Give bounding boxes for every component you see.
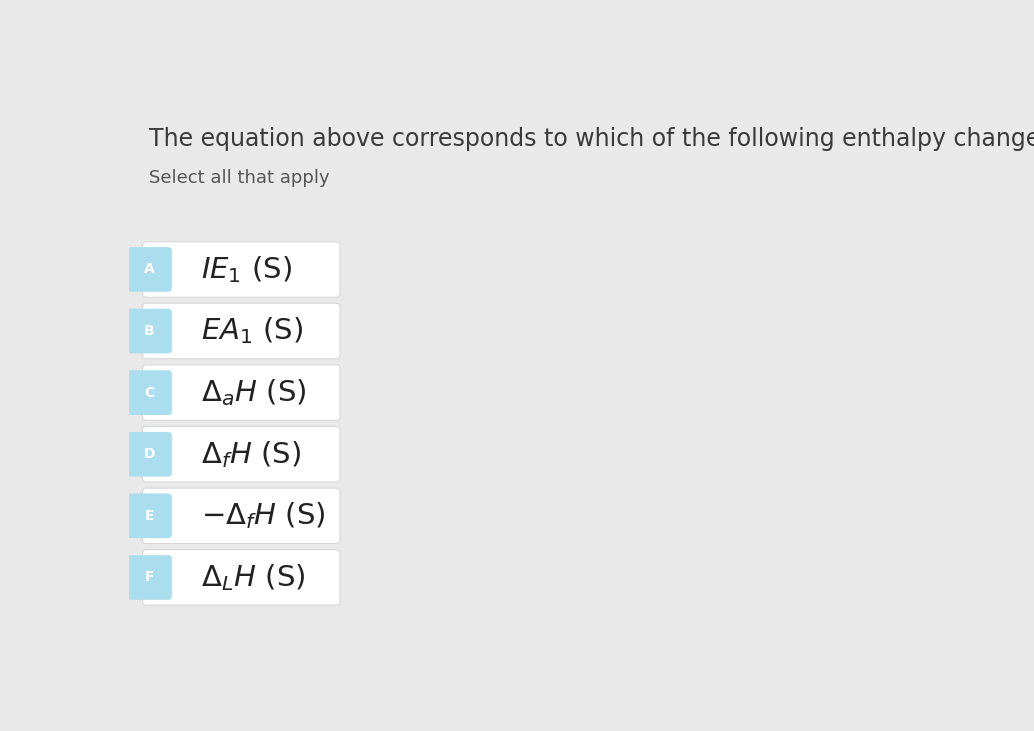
FancyBboxPatch shape (143, 303, 340, 359)
FancyBboxPatch shape (143, 426, 340, 482)
FancyBboxPatch shape (143, 365, 340, 420)
Text: $\mathit{IE}_1\ \mathrm{(S)}$: $\mathit{IE}_1\ \mathrm{(S)}$ (201, 254, 292, 285)
Text: D: D (144, 447, 155, 461)
FancyBboxPatch shape (143, 550, 340, 605)
Text: $\mathit{EA}_1\ \mathrm{(S)}$: $\mathit{EA}_1\ \mathrm{(S)}$ (201, 316, 303, 346)
FancyBboxPatch shape (127, 308, 172, 353)
Text: $\Delta_{\mathit{f}}\mathit{H}\ \mathrm{(S)}$: $\Delta_{\mathit{f}}\mathit{H}\ \mathrm{… (201, 439, 301, 469)
Text: A: A (144, 262, 155, 276)
Text: $-\Delta_{\mathit{f}}\mathit{H}\ \mathrm{(S)}$: $-\Delta_{\mathit{f}}\mathit{H}\ \mathrm… (201, 501, 326, 531)
Text: F: F (145, 570, 154, 585)
FancyBboxPatch shape (143, 488, 340, 544)
Text: The equation above corresponds to which of the following enthalpy changes?: The equation above corresponds to which … (149, 127, 1034, 151)
Text: E: E (145, 509, 154, 523)
Text: Select all that apply: Select all that apply (149, 170, 330, 187)
Text: C: C (145, 386, 154, 400)
FancyBboxPatch shape (127, 555, 172, 599)
Text: $\Delta_{\mathit{a}}\mathit{H}\ \mathrm{(S)}$: $\Delta_{\mathit{a}}\mathit{H}\ \mathrm{… (201, 377, 306, 408)
FancyBboxPatch shape (127, 432, 172, 477)
Text: B: B (144, 324, 155, 338)
FancyBboxPatch shape (127, 493, 172, 538)
FancyBboxPatch shape (143, 242, 340, 298)
FancyBboxPatch shape (127, 371, 172, 415)
FancyBboxPatch shape (127, 247, 172, 292)
Text: $\Delta_{\mathit{L}}\mathit{H}\ \mathrm{(S)}$: $\Delta_{\mathit{L}}\mathit{H}\ \mathrm{… (201, 562, 305, 593)
